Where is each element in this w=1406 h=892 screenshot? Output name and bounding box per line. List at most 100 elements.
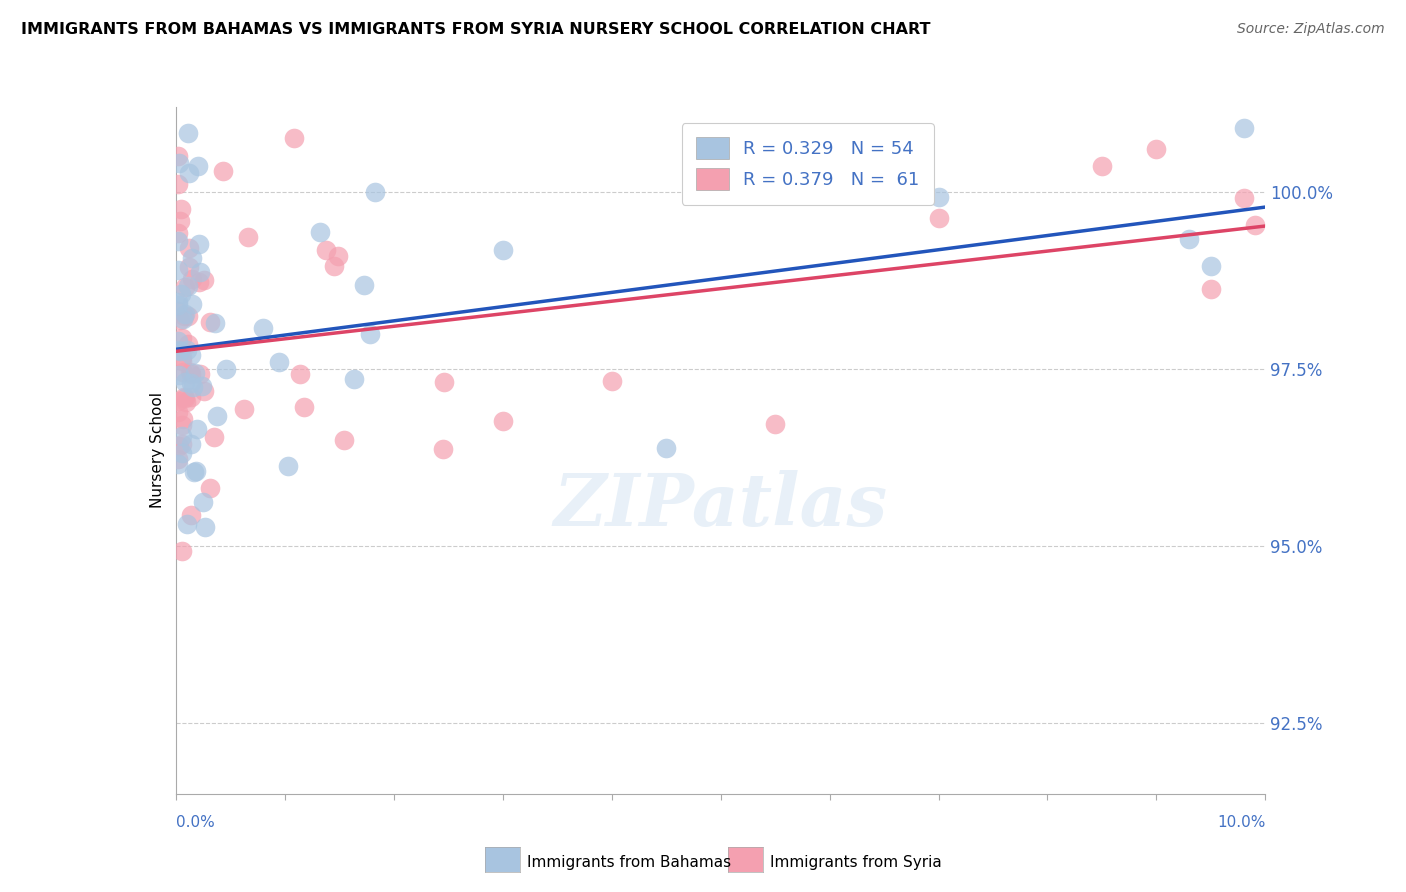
Point [277,459,299,474]
Point [169,155,191,169]
Text: ZIPatlas: ZIPatlas [554,470,887,541]
Point [194,519,217,533]
Text: 0.0%: 0.0% [176,815,215,830]
Point [180,508,202,522]
Point [1146,142,1168,156]
Point [167,226,190,240]
Point [167,393,190,408]
Point [180,376,202,391]
Point [205,409,228,423]
Point [173,280,195,294]
Point [169,214,191,228]
Point [174,307,197,321]
Text: IMMIGRANTS FROM BAHAMAS VS IMMIGRANTS FROM SYRIA NURSERY SCHOOL CORRELATION CHAR: IMMIGRANTS FROM BAHAMAS VS IMMIGRANTS FR… [21,22,931,37]
Point [170,429,193,443]
Point [600,374,623,388]
Point [186,464,208,478]
Point [183,366,205,380]
Point [1233,121,1256,136]
Point [236,230,259,244]
Text: 10.0%: 10.0% [1218,815,1265,830]
Point [928,211,950,225]
Point [174,375,197,389]
Point [432,442,454,456]
Point [173,390,195,404]
Point [177,309,200,323]
Point [283,131,305,145]
Point [181,380,204,394]
Point [204,317,226,331]
Point [233,401,256,416]
Point [167,452,190,467]
Point [167,368,190,383]
Point [172,331,194,345]
Point [492,243,515,257]
Point [188,265,211,279]
Point [181,251,204,265]
Point [172,412,194,426]
Point [326,250,349,264]
Point [180,437,202,451]
Point [353,278,375,293]
Point [177,166,200,180]
Point [180,348,202,362]
Point [172,353,194,368]
Point [188,237,211,252]
Point [308,225,330,239]
Point [167,294,190,309]
Point [193,273,215,287]
Point [202,430,225,444]
Point [180,297,202,311]
Point [200,315,222,329]
Point [364,185,387,199]
Point [170,286,193,301]
Point [191,495,214,509]
Point [176,337,198,351]
Point [215,362,238,376]
Point [167,304,190,318]
Point [176,343,198,357]
Point [212,164,235,178]
Point [315,243,337,257]
Point [170,202,193,216]
Point [198,482,221,496]
Point [432,376,454,390]
Point [267,355,290,369]
Point [188,368,211,382]
Point [170,350,193,364]
Point [1243,218,1265,232]
Point [292,400,315,414]
Point [1199,281,1222,295]
Legend: R = 0.329   N = 54, R = 0.379   N =  61: R = 0.329 N = 54, R = 0.379 N = 61 [682,123,934,205]
Point [179,365,201,379]
Point [193,384,215,398]
Point [167,149,190,163]
Point [167,234,190,248]
Point [167,298,190,312]
Point [176,279,198,293]
Point [928,190,950,204]
Point [176,516,198,531]
Point [322,259,344,273]
Point [167,343,190,357]
Point [183,466,205,480]
Point [288,367,311,381]
Point [1233,191,1256,205]
Point [342,372,364,386]
Text: Immigrants from Syria: Immigrants from Syria [770,855,942,870]
Point [180,390,202,404]
Point [167,177,190,191]
Point [170,446,193,460]
Point [167,439,190,453]
Point [177,126,200,140]
Point [174,395,197,409]
Point [167,458,190,472]
Point [167,405,190,419]
Point [186,422,208,436]
Point [170,417,193,432]
Point [167,263,190,277]
Point [169,313,191,327]
Point [1178,232,1201,246]
Point [252,321,274,335]
Point [492,413,515,427]
